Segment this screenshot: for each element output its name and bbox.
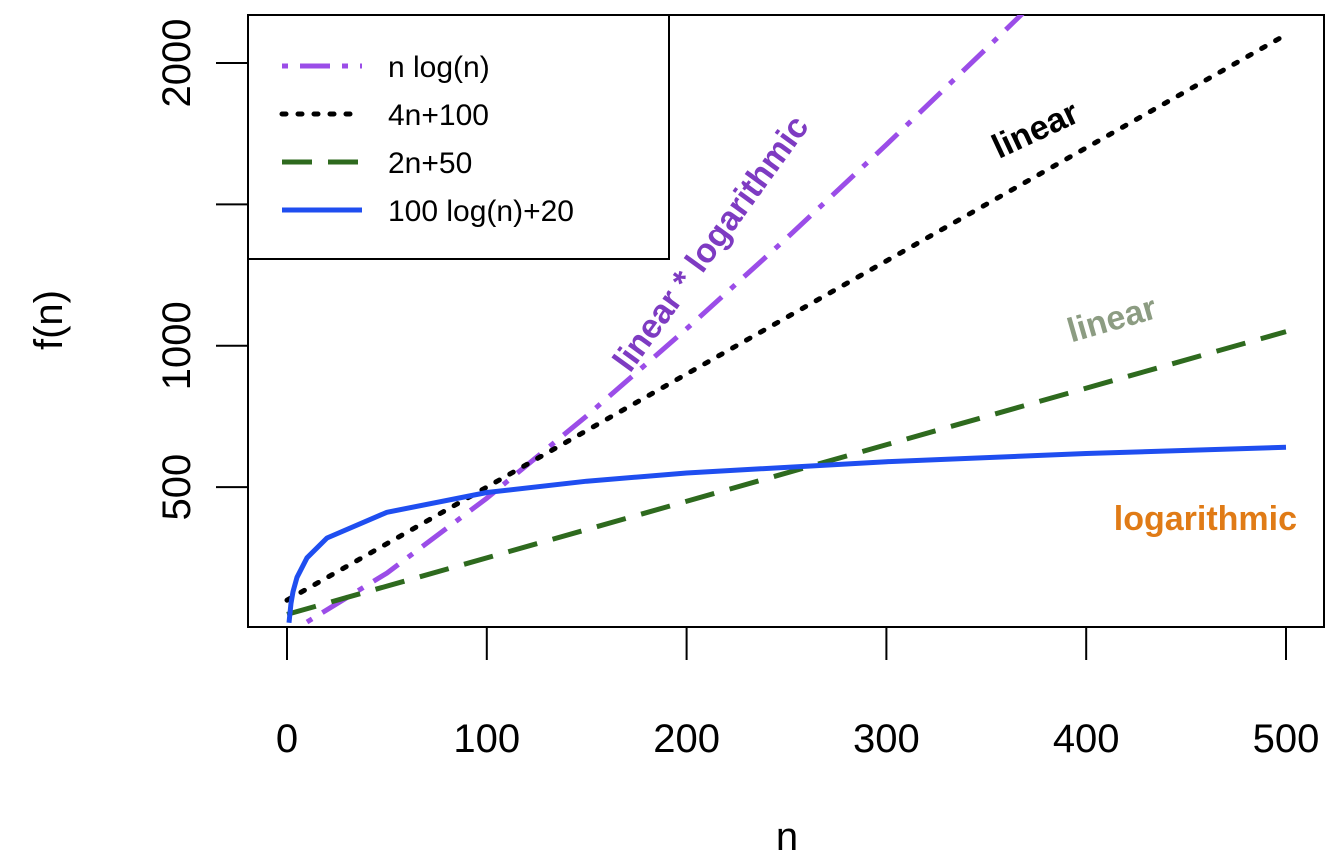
x-tick-label: 500 bbox=[1253, 717, 1320, 761]
annotation-linear-green: linear bbox=[1063, 289, 1161, 351]
x-tick-label: 100 bbox=[453, 717, 520, 761]
y-axis-title: f(n) bbox=[27, 290, 71, 350]
legend-box bbox=[247, 14, 670, 260]
legend-label: 100 log(n)+20 bbox=[388, 195, 574, 228]
x-axis-title: n bbox=[776, 815, 798, 859]
y-tick-label: 1000 bbox=[155, 301, 199, 390]
annotation-logarithmic: logarithmic bbox=[1114, 500, 1297, 538]
x-tick-label: 300 bbox=[853, 717, 920, 761]
y-tick-label: 500 bbox=[155, 454, 199, 521]
legend-label: 4n+100 bbox=[388, 99, 489, 132]
y-axis: 500 1000 2000 bbox=[155, 19, 248, 521]
series-layer bbox=[284, 15, 1289, 625]
plot-frame bbox=[247, 14, 1325, 628]
x-tick-label: 400 bbox=[1053, 717, 1120, 761]
legend-label: 2n+50 bbox=[388, 147, 472, 180]
x-tick-label: 0 bbox=[276, 717, 298, 761]
x-tick-label: 200 bbox=[653, 717, 720, 761]
series-line-1 bbox=[284, 32, 1289, 603]
y-tick-label: 2000 bbox=[155, 19, 199, 108]
series-line-2 bbox=[286, 329, 1287, 617]
series-line-3 bbox=[286, 444, 1287, 624]
legend-label: n log(n) bbox=[388, 51, 490, 84]
series-line-0 bbox=[305, 15, 1025, 625]
legend: n log(n) 4n+100 2n+50 100 log(n)+20 bbox=[247, 14, 670, 260]
x-axis: 0 100 200 300 400 500 bbox=[276, 627, 1320, 761]
